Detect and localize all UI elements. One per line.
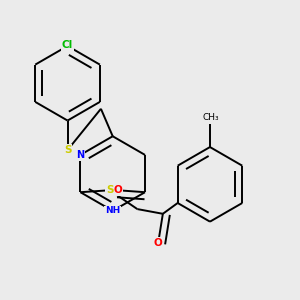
Text: Cl: Cl	[62, 40, 73, 50]
Text: S: S	[106, 185, 114, 195]
Text: CH₃: CH₃	[202, 113, 219, 122]
Text: O: O	[154, 238, 163, 248]
Text: N: N	[76, 150, 85, 160]
Text: S: S	[64, 145, 71, 155]
Text: NH: NH	[105, 206, 120, 215]
Text: O: O	[113, 185, 122, 195]
